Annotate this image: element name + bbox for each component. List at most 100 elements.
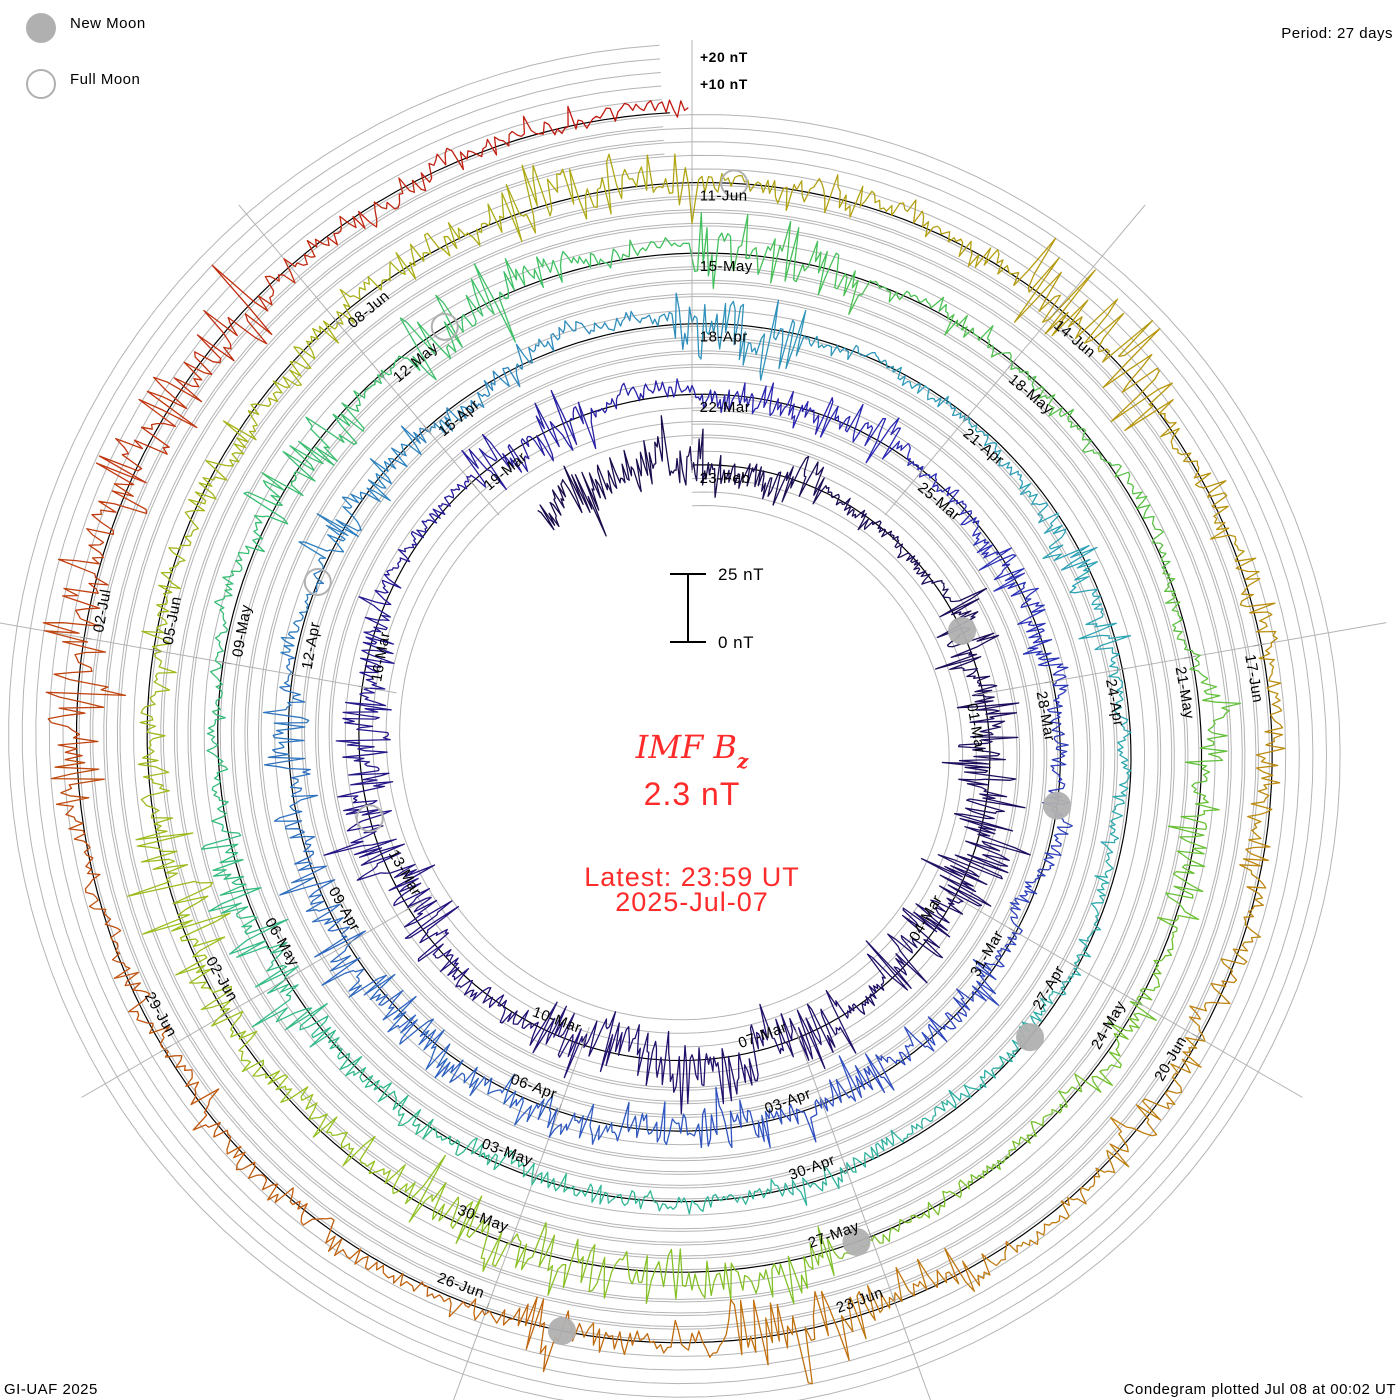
bz-trace-segment <box>953 778 1031 856</box>
bz-trace-segment <box>894 536 945 586</box>
bz-trace-segment <box>780 989 857 1070</box>
footer-plot-time: Condegram plotted Jul 08 at 00:02 UT <box>1124 1381 1396 1398</box>
bz-trace-segment <box>595 380 672 418</box>
grid-spiral <box>62 99 1287 1357</box>
date-tick <box>1183 655 1196 659</box>
bz-trace-segment <box>456 433 530 491</box>
latest-value: 2.3 nT <box>644 776 741 812</box>
grid-spiral <box>48 85 1300 1371</box>
date-label: 02-Jul <box>90 588 114 634</box>
bz-trace-segment <box>968 1108 1063 1184</box>
bz-trace-segment <box>1022 650 1069 731</box>
date-tick <box>508 1236 514 1248</box>
bz-trace-segment <box>470 1137 569 1193</box>
bz-trace-segment <box>521 153 648 234</box>
bz-trace-segment <box>751 382 834 438</box>
bz-trace-segment <box>884 359 966 419</box>
bz-trace-segment <box>194 258 298 375</box>
date-label: 21-May <box>1172 665 1198 720</box>
bz-trace-segment <box>507 1001 583 1079</box>
date-tick <box>377 370 387 381</box>
date-tick <box>916 467 926 477</box>
bz-trace-segment <box>774 174 906 218</box>
bz-trace-segment <box>214 491 289 603</box>
bz-trace-segment <box>719 455 782 506</box>
bz-trace-segment <box>700 1086 788 1149</box>
date-tick <box>1053 304 1062 315</box>
parameter-title-sub: z <box>736 749 749 773</box>
bz-trace-segment <box>1165 795 1220 912</box>
date-tick <box>219 661 232 665</box>
bz-trace-segment <box>280 567 325 654</box>
bz-trace-segment <box>948 1026 1028 1104</box>
date-tick <box>1069 962 1081 970</box>
bz-trace-segment <box>963 415 1032 496</box>
parameter-title-main: IMF B <box>635 728 737 766</box>
bz-trace-segment <box>126 795 214 916</box>
bz-trace-segment <box>977 1187 1087 1280</box>
bz-trace-segment <box>206 713 229 824</box>
grid-spiral <box>35 72 1314 1385</box>
bz-trace-segment <box>137 672 171 797</box>
date-tick <box>468 479 478 489</box>
date-tick <box>288 673 301 677</box>
scale-top-label: 25 nT <box>718 565 764 584</box>
bz-trace-segment <box>851 940 912 1015</box>
date-tick <box>962 412 971 423</box>
bz-trace-segment <box>543 99 689 136</box>
bz-trace-segment <box>1184 678 1242 797</box>
date-label: 09-Apr <box>325 884 364 934</box>
date-tick <box>343 939 355 947</box>
bz-trace-segment <box>1162 568 1209 680</box>
date-label: 15-May <box>700 258 753 275</box>
bz-trace-segment <box>308 1113 408 1195</box>
full-moon-marker <box>430 312 459 341</box>
period-label: Period: 27 days <box>1281 25 1393 42</box>
bz-trace-segment <box>263 746 319 839</box>
legend-full-moon: Full Moon <box>70 71 140 88</box>
radial-spoke <box>794 1026 931 1400</box>
date-tick <box>1044 680 1057 684</box>
radial-spoke <box>453 1026 590 1400</box>
bz-trace-segment <box>520 1095 613 1145</box>
scale-bottom-label: 0 nT <box>718 633 754 652</box>
date-tick <box>975 692 988 696</box>
bz-trace-segment <box>866 1179 970 1246</box>
bz-trace-segment <box>629 1248 753 1305</box>
grid-spiral <box>21 58 1328 1398</box>
date-tick <box>867 1228 873 1241</box>
date-tick <box>1008 927 1020 935</box>
date-label: 26-Jun <box>435 1269 487 1302</box>
bz-trace-segment <box>721 1003 794 1102</box>
bz-trace-segment <box>611 1101 703 1148</box>
bz-trace-segment <box>1102 328 1198 463</box>
bz-trace-segment <box>696 299 796 381</box>
date-tick <box>1192 1033 1204 1041</box>
bz-trace-segment <box>927 958 1000 1042</box>
bz-trace-segment <box>514 1221 631 1299</box>
bz-trace-segment <box>57 483 148 620</box>
bz-trace-segment <box>1078 853 1114 951</box>
date-tick <box>532 1169 538 1182</box>
date-tick <box>1114 667 1127 672</box>
full-moon-legend-icon <box>26 69 56 99</box>
bz-trace-segment <box>993 567 1053 655</box>
date-tick <box>580 1037 587 1049</box>
bz-trace-segment <box>863 1024 936 1094</box>
bz-trace-segment <box>786 1055 868 1143</box>
bz-trace-segment <box>439 366 521 435</box>
new-moon-marker <box>842 1227 871 1256</box>
bz-trace-segment <box>279 835 344 925</box>
date-tick <box>947 892 959 900</box>
bz-trace-segment <box>1239 577 1283 712</box>
new-moon-marker <box>948 616 977 645</box>
date-label: 29-Jun <box>141 989 180 1040</box>
date-tick <box>891 1295 897 1307</box>
date-tick <box>149 648 162 652</box>
bz-trace-segment <box>887 899 951 984</box>
bz-trace-segment <box>50 758 105 898</box>
bz-trace-segment <box>594 440 656 500</box>
bz-trace-segment <box>377 1082 478 1157</box>
bz-trace-segment <box>201 822 262 928</box>
new-moon-marker <box>548 1316 577 1345</box>
